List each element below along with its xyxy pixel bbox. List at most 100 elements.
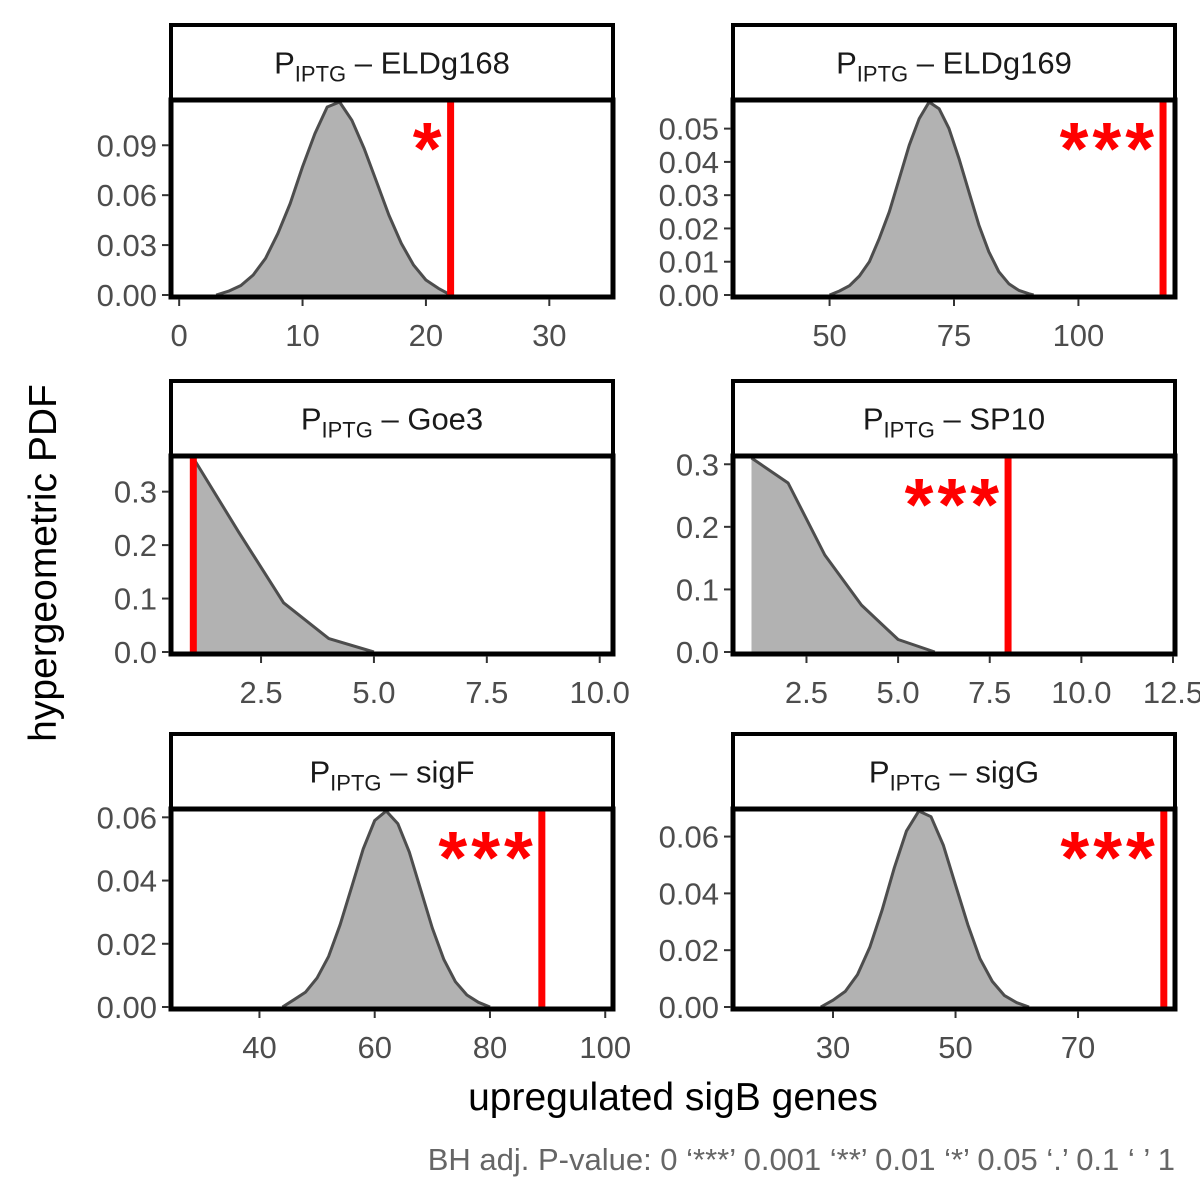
strip-background bbox=[169, 23, 615, 102]
y-tick-label: 0.00 bbox=[659, 990, 719, 1025]
strip-label-subscript: IPTG bbox=[857, 62, 908, 87]
y-tick-label: 0.05 bbox=[659, 112, 719, 147]
x-tick-label: 30 bbox=[816, 1030, 850, 1065]
strip-label-prefix: P bbox=[869, 755, 890, 790]
x-tick-label: 70 bbox=[1061, 1030, 1095, 1065]
x-tick-label: 10 bbox=[285, 318, 319, 353]
y-tick-label: 0.06 bbox=[97, 178, 157, 213]
x-tick-label: 5.0 bbox=[877, 675, 920, 710]
strip-label-prefix: P bbox=[309, 755, 330, 790]
density-area bbox=[216, 102, 451, 295]
panel-border bbox=[730, 453, 1178, 657]
y-tick-label: 0.04 bbox=[659, 876, 719, 911]
facet-panel-5: PIPTG – sigF *** 40 60 80 100 0.00 0.02 0.04 0.06 bbox=[97, 732, 631, 1065]
strip-background bbox=[169, 732, 615, 811]
facet-panel-1: PIPTG – ELDg168 * 0 10 20 30 0.00 0.03 0.06 0.09 bbox=[97, 23, 616, 353]
strip-label-suffix: – sigF bbox=[382, 755, 475, 790]
density-outline bbox=[192, 457, 375, 654]
y-tick-label: 0.00 bbox=[659, 278, 719, 313]
facet-panels: PIPTG – ELDg168*0 10 20 300.000.030.060.09P… bbox=[97, 23, 1200, 1065]
y-tick-label: 0.06 bbox=[659, 820, 719, 855]
strip-label-suffix: – ELDg169 bbox=[908, 46, 1072, 81]
strip-label-subscript: IPTG bbox=[322, 418, 373, 443]
x-tick-label: 60 bbox=[357, 1030, 391, 1065]
strip-background bbox=[731, 379, 1177, 458]
significance-stars: *** bbox=[1060, 816, 1158, 899]
strip-label-suffix: – sigG bbox=[941, 755, 1039, 790]
y-tick-label: 0.02 bbox=[97, 927, 157, 962]
density-outline bbox=[829, 100, 1034, 297]
x-tick-label: 30 bbox=[532, 318, 566, 353]
x-tick-label: 10.0 bbox=[1051, 675, 1111, 710]
strip-label-subscript: IPTG bbox=[330, 771, 381, 796]
y-tick-label: 0.0 bbox=[676, 635, 719, 670]
y-tick-label: 0.1 bbox=[676, 572, 719, 607]
significance-stars: * bbox=[413, 107, 446, 190]
y-tick-label: 0.04 bbox=[659, 145, 719, 180]
y-tick-label: 0.03 bbox=[97, 228, 157, 263]
panel-border bbox=[168, 453, 616, 657]
y-tick-label: 0.02 bbox=[659, 211, 719, 246]
y-tick-label: 0.02 bbox=[659, 933, 719, 968]
x-tick-label: 2.5 bbox=[239, 675, 282, 710]
x-tick-label: 50 bbox=[938, 1030, 972, 1065]
panel-border bbox=[730, 97, 1178, 300]
x-tick-label: 20 bbox=[409, 318, 443, 353]
strip-label-prefix: P bbox=[863, 402, 884, 437]
significance-stars: *** bbox=[1060, 107, 1158, 190]
x-tick-label: 40 bbox=[242, 1030, 276, 1065]
y-tick-label: 0.01 bbox=[659, 245, 719, 280]
x-tick-label: 0 bbox=[171, 318, 188, 353]
density-outline bbox=[215, 100, 452, 297]
strip-label-prefix: P bbox=[274, 46, 295, 81]
strip-label-suffix: – Goe3 bbox=[373, 402, 483, 437]
strip-background bbox=[731, 23, 1177, 102]
x-tick-label: 7.5 bbox=[968, 675, 1011, 710]
y-tick-label: 0.3 bbox=[114, 475, 157, 510]
density-area bbox=[193, 458, 374, 652]
significance-caption: BH adj. P-value: 0 ‘***’ 0.001 ‘**’ 0.01… bbox=[428, 1142, 1175, 1177]
significance-stars: *** bbox=[905, 463, 1003, 546]
y-tick-label: 0.09 bbox=[97, 128, 157, 163]
strip-label: PIPTG – Goe3 bbox=[301, 402, 483, 443]
facet-panel-2: PIPTG – ELDg169***50 75 1000.000.010.020.0… bbox=[659, 23, 1178, 353]
y-tick-label: 0.06 bbox=[97, 800, 157, 835]
strip-label-subscript: IPTG bbox=[884, 418, 935, 443]
strip-label: PIPTG – ELDg168 bbox=[274, 46, 510, 87]
panel-border bbox=[730, 806, 1178, 1012]
strip-background bbox=[169, 379, 615, 458]
density-outline bbox=[820, 809, 1030, 1009]
strip-label: PIPTG – sigF bbox=[309, 755, 474, 796]
y-tick-label: 0.1 bbox=[114, 582, 157, 617]
x-tick-label: 75 bbox=[937, 318, 971, 353]
panel-border bbox=[168, 97, 616, 300]
density-area bbox=[751, 458, 935, 652]
facet-panel-3: PIPTG – Goe3 2.5 5.0 7.5 10.0 0.0 0.1 0.2 0.3 bbox=[114, 379, 630, 710]
y-tick-label: 0.03 bbox=[659, 178, 719, 213]
x-tick-label: 50 bbox=[812, 318, 846, 353]
density-outline bbox=[750, 456, 936, 654]
x-tick-label: 12.5 bbox=[1143, 675, 1200, 710]
strip-background bbox=[731, 732, 1177, 811]
significance-stars: *** bbox=[438, 816, 536, 899]
x-tick-label: 80 bbox=[473, 1030, 507, 1065]
strip-label-prefix: P bbox=[301, 402, 322, 437]
density-area bbox=[829, 102, 1034, 295]
x-tick-label: 100 bbox=[1053, 318, 1105, 353]
density-area bbox=[820, 811, 1030, 1007]
strip-label-suffix: – ELDg168 bbox=[346, 46, 510, 81]
y-tick-label: 0.2 bbox=[676, 510, 719, 545]
y-tick-label: 0.04 bbox=[97, 864, 157, 899]
strip-label-subscript: IPTG bbox=[890, 771, 941, 796]
facet-panel-6: PIPTG – sigG *** 30 50 70 0.00 0.02 0.04 0.06 bbox=[659, 732, 1178, 1065]
y-tick-label: 0.00 bbox=[97, 278, 157, 313]
strip-label-suffix: – SP10 bbox=[935, 402, 1045, 437]
x-tick-label: 10.0 bbox=[570, 675, 630, 710]
strip-label-subscript: IPTG bbox=[295, 62, 346, 87]
x-axis-label: upregulated sigB genes bbox=[468, 1076, 878, 1119]
x-tick-label: 5.0 bbox=[352, 675, 395, 710]
y-tick-label: 0.00 bbox=[97, 990, 157, 1025]
strip-label: PIPTG – SP10 bbox=[863, 402, 1045, 443]
x-tick-label: 7.5 bbox=[465, 675, 508, 710]
